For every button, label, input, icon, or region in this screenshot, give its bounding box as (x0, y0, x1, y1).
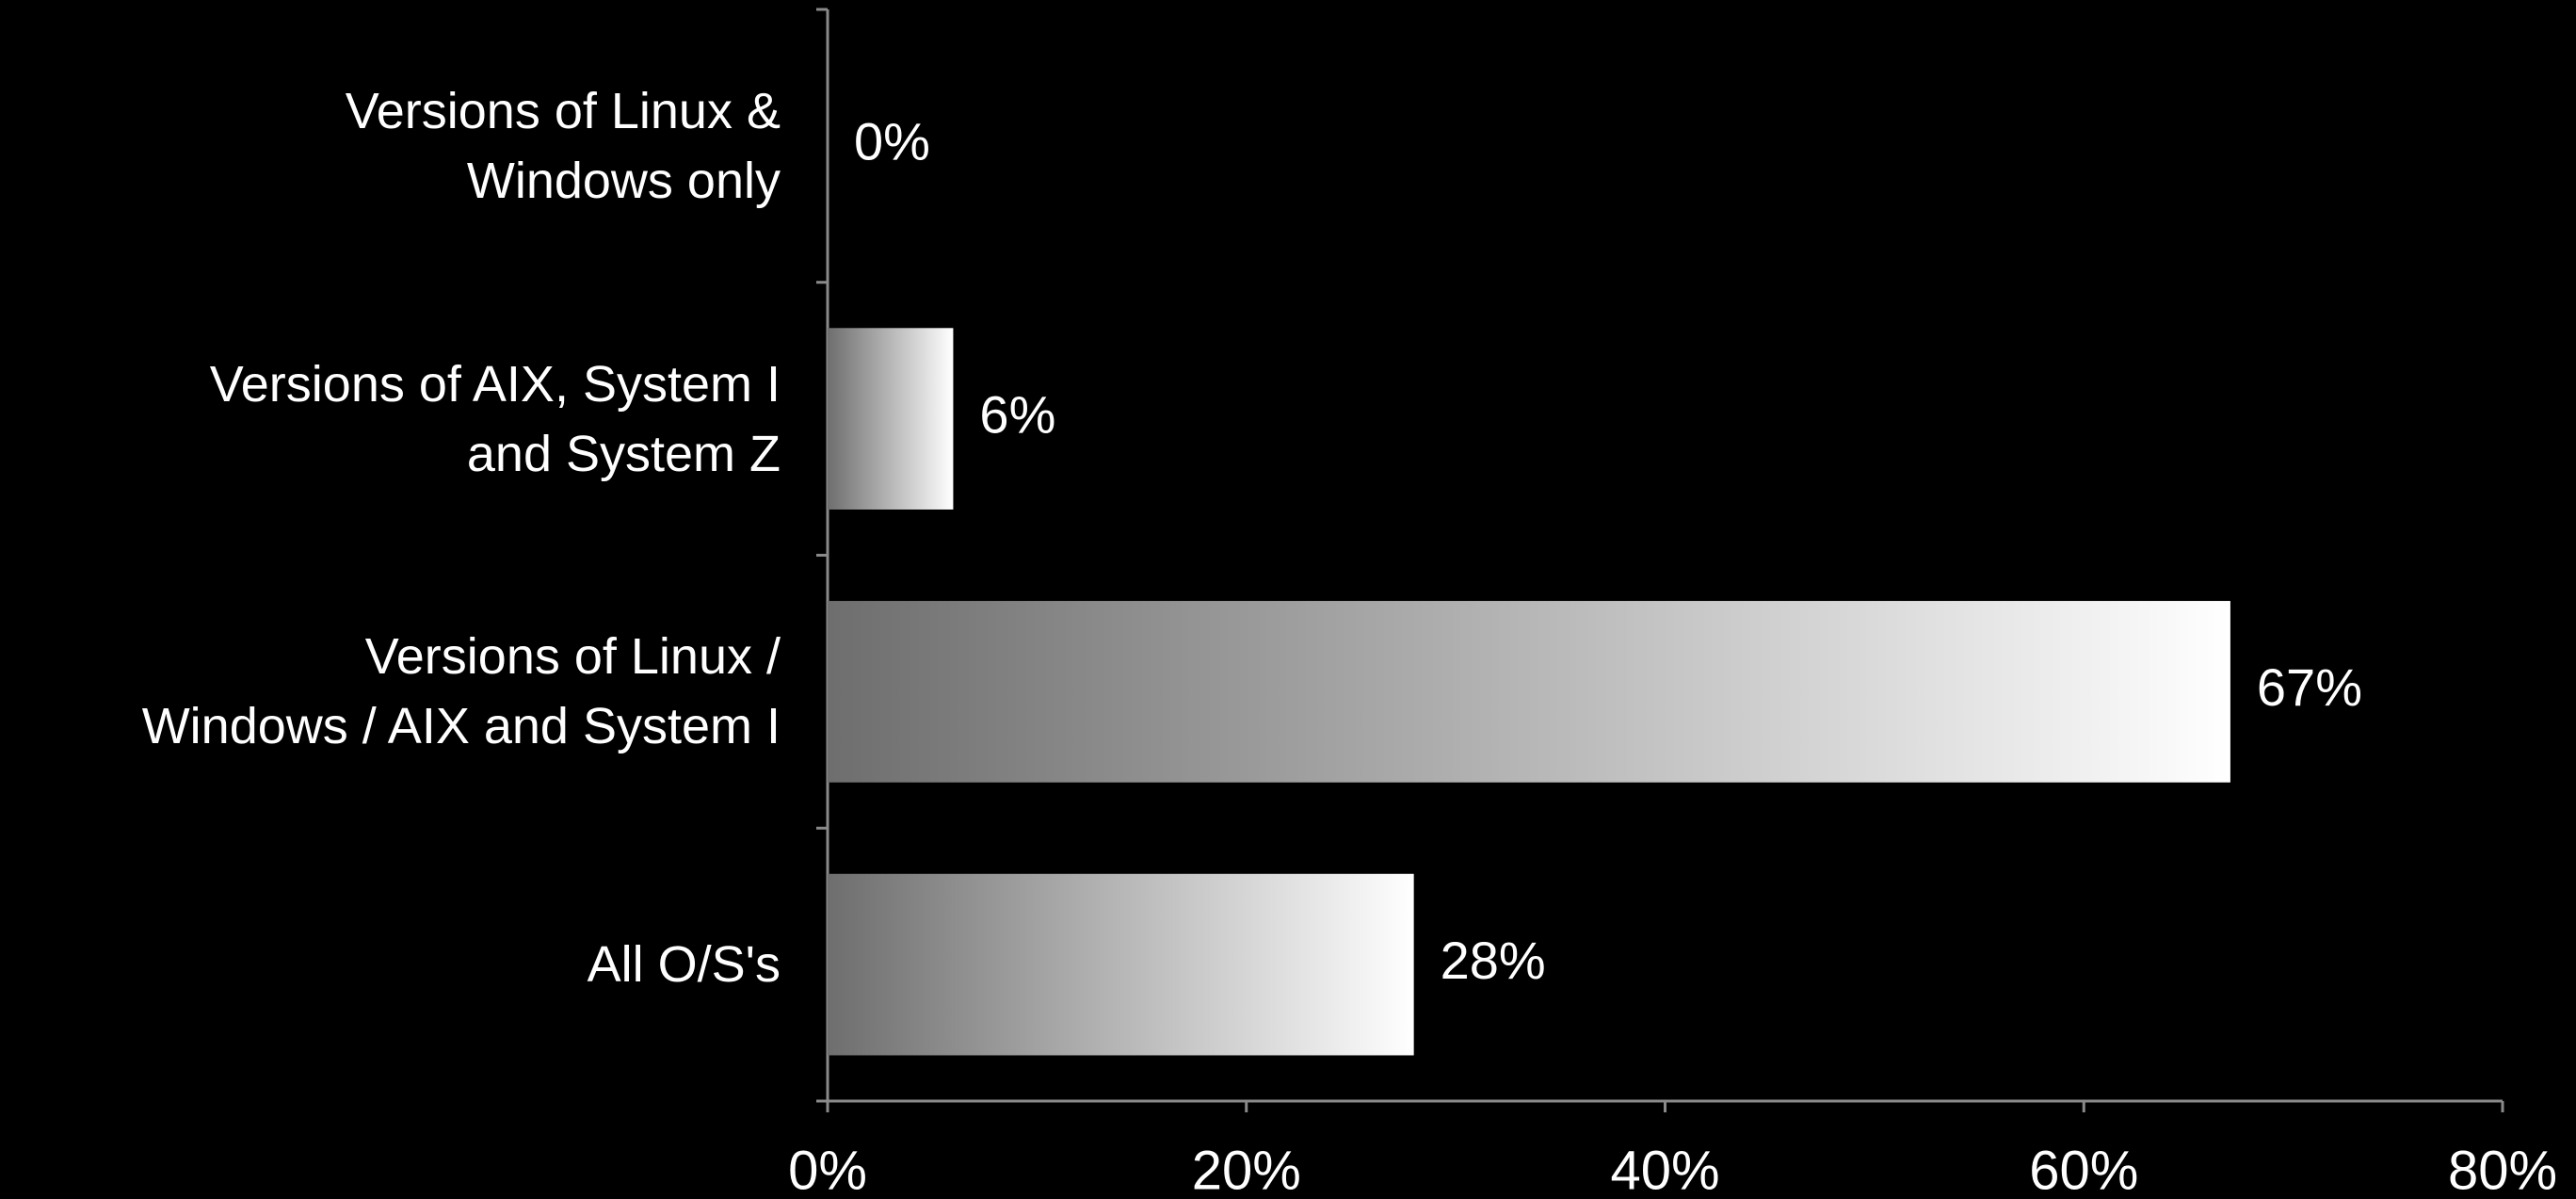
y-tick-label: Versions of Linux & Windows only (345, 82, 781, 209)
value-label: 6% (979, 384, 1055, 444)
x-tick-label: 60% (2029, 1140, 2138, 1199)
bar (828, 873, 1414, 1056)
bar (828, 328, 954, 510)
x-tick-label: 80% (2448, 1140, 2557, 1199)
bar (828, 601, 2230, 783)
x-tick-label: 0% (788, 1140, 867, 1199)
y-tick-label: Versions of AIX, System I and System Z (209, 355, 781, 482)
x-tick-label: 40% (1610, 1140, 1719, 1199)
value-label: 67% (2257, 657, 2362, 717)
y-tick-label: All O/S's (587, 936, 781, 994)
value-label: 28% (1441, 931, 1546, 990)
y-tick-label: Versions of Linux / Windows / AIX and Sy… (141, 628, 781, 755)
value-label: 0% (854, 112, 930, 171)
x-tick-label: 20% (1192, 1140, 1301, 1199)
